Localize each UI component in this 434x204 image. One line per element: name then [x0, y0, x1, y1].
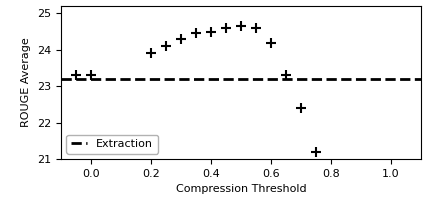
Y-axis label: ROUGE Average: ROUGE Average: [21, 38, 31, 128]
X-axis label: Compression Threshold: Compression Threshold: [176, 184, 306, 194]
Legend: Extraction: Extraction: [66, 135, 158, 154]
